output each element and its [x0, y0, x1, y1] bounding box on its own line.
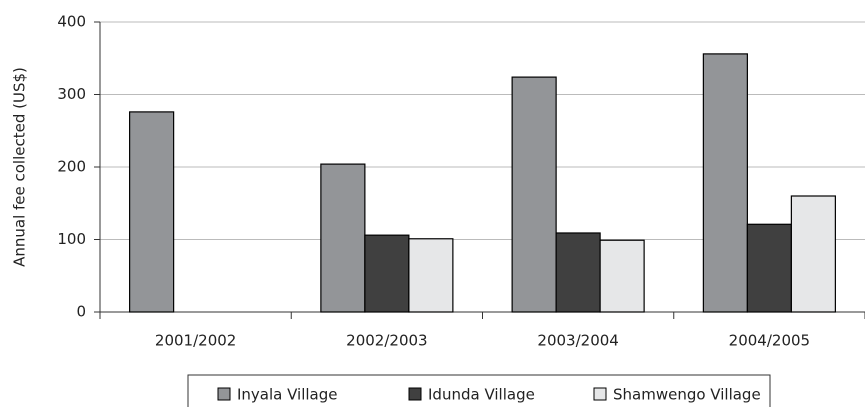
bar: [790, 195, 836, 313]
y-axis-label: Annual fee collected (US$): [11, 67, 29, 267]
x-tick-label: 2003/2004: [537, 332, 618, 350]
legend-swatch: [217, 387, 231, 401]
bar: [746, 223, 792, 313]
legend-swatch: [593, 387, 607, 401]
bar: [364, 234, 410, 313]
y-tick-label: 100: [57, 230, 86, 248]
bar: [555, 232, 601, 313]
y-tick-label: 200: [57, 158, 86, 176]
legend-label: Shamwengo Village: [613, 386, 761, 404]
y-tick-label: 400: [57, 13, 86, 31]
bar: [702, 53, 748, 313]
y-tick-label: 0: [76, 303, 86, 321]
x-tick-label: 2001/2002: [155, 332, 236, 350]
bar: [511, 76, 557, 313]
bar: [320, 163, 366, 313]
y-tick-label: 300: [57, 85, 86, 103]
legend-label: Inyala Village: [237, 386, 338, 404]
legend-label: Idunda Village: [428, 386, 535, 404]
legend-box: [187, 374, 771, 407]
bar: [599, 239, 645, 313]
x-tick-label: 2002/2003: [346, 332, 427, 350]
x-tick-label: 2004/2005: [729, 332, 810, 350]
bar: [408, 238, 454, 313]
bar: [129, 111, 175, 313]
legend-swatch: [408, 387, 422, 401]
